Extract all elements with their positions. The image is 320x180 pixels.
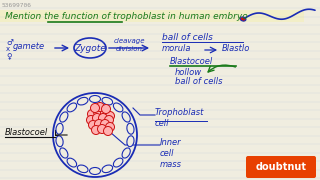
Circle shape [91,103,100,112]
Ellipse shape [122,148,130,158]
Ellipse shape [122,112,130,122]
Ellipse shape [113,103,123,112]
Text: cleavage
division: cleavage division [113,38,145,51]
Circle shape [105,116,114,125]
Text: hollow: hollow [175,68,202,77]
Ellipse shape [77,97,88,105]
Text: gamete: gamete [13,42,45,51]
Text: Zygote: Zygote [74,44,106,53]
Text: morula: morula [162,44,191,53]
Ellipse shape [60,112,68,122]
Circle shape [100,109,109,118]
Ellipse shape [127,136,134,147]
Circle shape [93,107,102,116]
Ellipse shape [127,123,134,134]
Circle shape [92,114,101,123]
Circle shape [98,125,107,134]
Text: Inner
cell
mass: Inner cell mass [160,138,182,169]
Circle shape [100,120,109,129]
Text: ♀: ♀ [6,52,12,61]
Text: Blastocoel: Blastocoel [5,128,48,137]
Circle shape [87,109,97,118]
Ellipse shape [67,103,76,112]
Circle shape [89,120,98,129]
Ellipse shape [102,97,113,105]
Text: x: x [6,46,10,52]
Text: ♂: ♂ [6,38,13,47]
Text: ball of cells: ball of cells [175,77,222,86]
Circle shape [86,116,95,125]
Circle shape [94,120,103,129]
Text: Blastlo: Blastlo [222,44,250,53]
Ellipse shape [60,148,68,158]
FancyBboxPatch shape [246,156,316,178]
Bar [0,10,304,22]
Circle shape [106,111,115,120]
Text: 53699706: 53699706 [2,3,32,8]
Text: Mention the function of trophoblast in human embryo: Mention the function of trophoblast in h… [5,12,248,21]
Ellipse shape [90,168,100,174]
Circle shape [95,102,105,111]
Ellipse shape [113,158,123,167]
Ellipse shape [56,123,63,134]
Ellipse shape [56,136,63,147]
Ellipse shape [102,165,113,173]
Ellipse shape [67,158,76,167]
Circle shape [101,105,110,114]
Ellipse shape [90,96,100,102]
Ellipse shape [77,165,88,173]
Circle shape [92,125,100,134]
Ellipse shape [240,17,246,21]
Circle shape [99,114,108,123]
Text: doubtnut: doubtnut [255,162,307,172]
Text: ball of cells: ball of cells [162,33,213,42]
Circle shape [53,93,137,177]
Text: Blastocoel: Blastocoel [170,57,213,66]
Circle shape [103,127,113,136]
Text: Trophoblast
cell: Trophoblast cell [155,108,204,128]
Circle shape [106,123,115,132]
